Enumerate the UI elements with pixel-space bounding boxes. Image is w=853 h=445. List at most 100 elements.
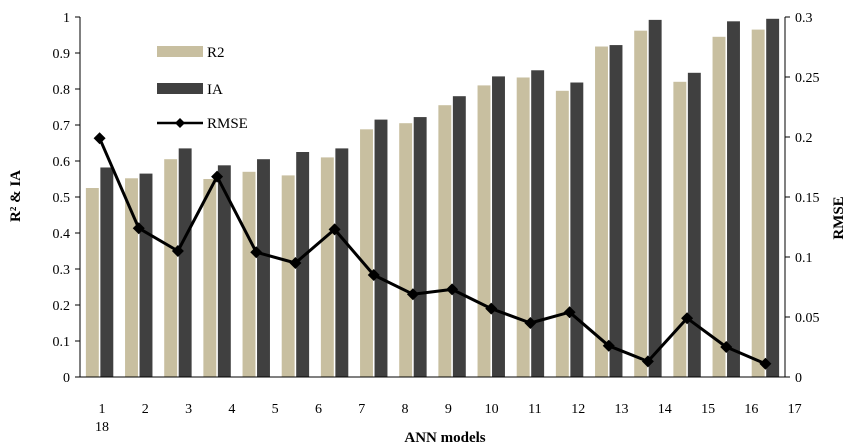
bar-ia-18 xyxy=(766,18,780,378)
x-axis-title: ANN models xyxy=(404,430,485,445)
legend-label-ia: IA xyxy=(207,82,223,98)
x-tick-label: 16 xyxy=(744,402,758,417)
x-tick-label: 14 xyxy=(658,402,672,417)
rmse-point-5 xyxy=(250,246,263,259)
x-tick-label: 10 xyxy=(485,402,499,417)
bar-r2-10 xyxy=(438,105,452,377)
bar-r2-13 xyxy=(555,90,569,378)
x-tick-label: 8 xyxy=(402,402,409,417)
bar-ia-1 xyxy=(100,167,114,377)
bar-r2-3 xyxy=(164,159,178,377)
y-tick-label: 0.7 xyxy=(53,119,71,134)
bar-ia-12 xyxy=(531,70,545,377)
y2-tick-label: 0.2 xyxy=(795,131,813,146)
x-tick-label: 7 xyxy=(358,402,365,417)
y2-tick-label: 0.1 xyxy=(795,251,813,266)
bar-r2-14 xyxy=(595,46,608,378)
y-tick-label: 0.8 xyxy=(53,83,71,98)
rmse-point-9 xyxy=(406,288,419,301)
bar-r2-16 xyxy=(673,81,687,378)
x-tick-label-extra: 18 xyxy=(95,420,109,435)
ticks-layer: 0 0.1 0.2 0.3 0.4 0.5 0.6 0.7 0.8 0.9 10 0.05 0.1 0.1… xyxy=(53,11,820,435)
x-tick-label: 17 xyxy=(788,402,802,417)
rmse-point-1 xyxy=(93,132,106,145)
bar-r2-18 xyxy=(751,29,765,377)
bar-ia-17 xyxy=(727,21,740,377)
rmse-point-3 xyxy=(171,245,184,257)
bar-ia-4 xyxy=(217,165,231,377)
bar-ia-8 xyxy=(374,119,388,377)
y-tick-label: 0.1 xyxy=(53,335,71,350)
x-tick-label: 3 xyxy=(185,402,192,417)
y-tick-label: 0.4 xyxy=(53,227,71,242)
legend-label-rmse: RMSE xyxy=(207,116,248,132)
rmse-point-4 xyxy=(211,170,224,183)
rmse-point-15 xyxy=(641,355,654,368)
bar-ia-13 xyxy=(570,82,584,378)
rmse-point-2 xyxy=(132,222,145,235)
legend-swatch-ia xyxy=(157,83,203,94)
legend-label-r2: R2 xyxy=(207,45,225,61)
bar-r2-17 xyxy=(712,36,726,378)
bars-layer xyxy=(85,18,780,378)
bar-r2-7 xyxy=(320,157,334,377)
bar-r2-1 xyxy=(85,188,99,377)
rmse-point-18 xyxy=(759,357,772,370)
y-tick-label: 0.9 xyxy=(53,47,71,62)
y-tick-label: 1 xyxy=(63,11,70,26)
bar-ia-5 xyxy=(257,159,270,377)
y-tick-label: 0.5 xyxy=(53,191,71,206)
bar-ia-7 xyxy=(335,148,349,377)
y-tick-label: 0.6 xyxy=(53,155,71,170)
bar-r2-9 xyxy=(399,123,413,377)
bar-r2-8 xyxy=(360,129,373,377)
y-tick-label: 0 xyxy=(63,371,70,386)
y2-axis-title: RMSE xyxy=(831,196,847,239)
x-tick-label: 15 xyxy=(701,402,715,417)
rmse-point-14 xyxy=(602,339,615,352)
bar-ia-9 xyxy=(413,117,427,377)
x-tick-label: 11 xyxy=(528,402,541,417)
bar-ia-16 xyxy=(687,72,701,378)
bar-r2-11 xyxy=(477,85,491,378)
x-tick-label: 12 xyxy=(571,402,585,417)
y-tick-label: 0.2 xyxy=(53,299,71,314)
y2-tick-label: 0.3 xyxy=(795,11,813,26)
x-tick-label: 13 xyxy=(614,402,628,417)
bar-ia-2 xyxy=(139,173,153,377)
y-axis-title: R² & IA xyxy=(8,170,24,222)
bar-ia-11 xyxy=(492,76,505,378)
x-tick-label: 6 xyxy=(315,402,322,417)
rmse-point-16 xyxy=(681,312,694,325)
bar-r2-12 xyxy=(516,77,530,377)
bar-r2-6 xyxy=(281,175,295,377)
bar-ia-10 xyxy=(452,96,466,377)
rmse-line-layer xyxy=(93,132,772,370)
x-tick-label: 2 xyxy=(142,402,149,417)
rmse-line xyxy=(98,137,767,366)
rmse-point-17 xyxy=(720,341,733,353)
bar-ia-3 xyxy=(178,148,192,377)
rmse-point-8 xyxy=(367,269,380,281)
rmse-point-10 xyxy=(446,283,459,296)
y2-tick-label: 0.05 xyxy=(795,311,820,326)
bar-ia-6 xyxy=(296,152,310,377)
bar-r2-5 xyxy=(242,171,256,377)
rmse-point-6 xyxy=(289,257,302,269)
rmse-point-11 xyxy=(485,302,498,315)
rmse-point-13 xyxy=(563,306,576,319)
legend-swatch-r2 xyxy=(157,46,203,57)
x-tick-label: 4 xyxy=(228,402,235,417)
bar-ia-15 xyxy=(648,19,662,377)
bar-r2-4 xyxy=(203,179,217,377)
x-tick-label: 9 xyxy=(445,402,452,417)
bar-r2-15 xyxy=(634,30,648,378)
x-tick-label: 1 xyxy=(99,402,106,417)
legend: R2 IA RMSE xyxy=(157,45,248,132)
rmse-point-7 xyxy=(328,223,341,236)
legend-marker-rmse xyxy=(175,118,185,128)
y2-tick-label: 0.25 xyxy=(795,71,820,86)
x-tick-label: 5 xyxy=(272,402,279,417)
y2-tick-label: 0.15 xyxy=(795,191,820,206)
